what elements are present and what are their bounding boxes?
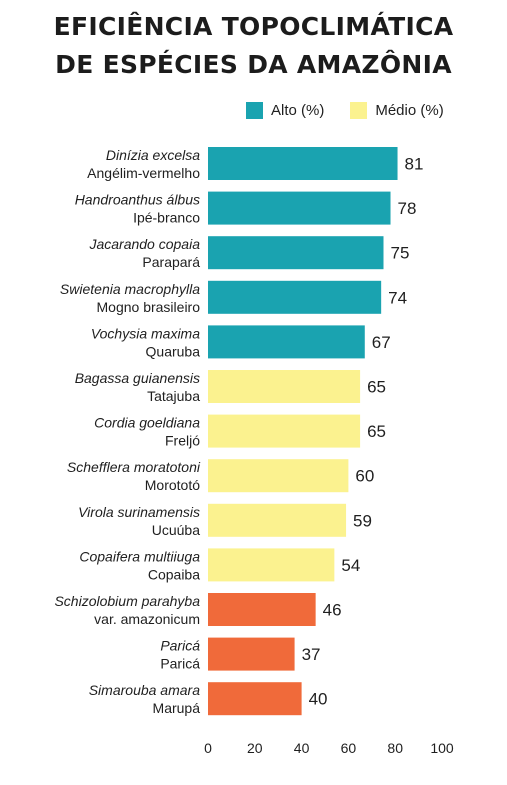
chart-title-line-2: DE ESPÉCIES DA AMAZÔNIA xyxy=(55,50,452,79)
bar-value-label-13: 40 xyxy=(309,690,328,709)
species-scientific-name-9: Virola surinamensis xyxy=(78,504,200,520)
bar-4 xyxy=(208,280,382,314)
bar-value-label-12: 37 xyxy=(302,645,321,664)
x-tick-label-4: 60 xyxy=(341,740,357,756)
chart-title: EFICIÊNCIA TOPOCLIMÁTICA DE ESPÉCIES DA … xyxy=(0,8,507,84)
x-tick-label-5: 80 xyxy=(387,740,403,756)
x-tick-label-2: 20 xyxy=(247,740,263,756)
legend-item-alto: Alto (%) xyxy=(246,102,324,119)
species-scientific-name-1: Dinízia excelsa xyxy=(106,147,200,163)
bar-value-label-7: 65 xyxy=(367,422,386,441)
species-scientific-name-2: Handroanthus álbus xyxy=(75,192,200,208)
species-scientific-name-5: Vochysia maxima xyxy=(91,325,200,341)
species-common-name-8: Morototó xyxy=(145,477,200,493)
bar-value-label-9: 59 xyxy=(353,511,372,530)
bar-11 xyxy=(208,593,316,626)
bar-2 xyxy=(208,191,391,225)
legend-swatch-medio xyxy=(350,102,368,119)
species-common-name-6: Tatajuba xyxy=(147,388,200,404)
bar-9 xyxy=(208,503,347,537)
legend-item-medio: Médio (%) xyxy=(350,102,444,119)
bar-value-label-11: 46 xyxy=(323,601,342,620)
species-common-name-2: Ipé-branco xyxy=(133,210,200,226)
species-common-name-3: Parapará xyxy=(142,254,200,270)
species-common-name-9: Ucuúba xyxy=(152,522,200,538)
species-common-name-5: Quaruba xyxy=(146,343,201,359)
species-scientific-name-11: Schizolobium parahyba xyxy=(54,593,200,609)
bar-value-label-1: 81 xyxy=(405,155,424,174)
chart-legend: Alto (%) Médio (%) xyxy=(246,102,470,119)
bar-value-label-8: 60 xyxy=(355,467,374,486)
species-scientific-name-3: Jacarando copaia xyxy=(88,236,200,252)
x-tick-label-1: 0 xyxy=(204,740,212,756)
bar-7 xyxy=(208,414,361,448)
legend-swatch-alto xyxy=(246,102,263,119)
x-tick-label-3: 40 xyxy=(294,740,310,756)
species-common-name-1: Angélim-vermelho xyxy=(87,165,200,181)
bar-value-label-10: 54 xyxy=(341,556,360,575)
bar-1 xyxy=(208,147,398,180)
bar-value-label-4: 74 xyxy=(388,288,407,307)
species-scientific-name-4: Swietenia macrophylla xyxy=(60,281,200,297)
bar-3 xyxy=(208,236,384,270)
species-common-name-10: Copaiba xyxy=(148,566,200,582)
x-tick-label-6: 100 xyxy=(430,740,454,756)
bar-value-label-3: 75 xyxy=(391,244,410,263)
bar-12 xyxy=(208,637,295,671)
species-common-name-12: Paricá xyxy=(160,656,200,672)
species-scientific-name-12: Paricá xyxy=(160,638,200,654)
bar-value-label-2: 78 xyxy=(398,199,417,218)
species-scientific-name-6: Bagassa guianensis xyxy=(75,370,200,386)
species-scientific-name-7: Cordia goeldiana xyxy=(94,415,200,431)
species-common-name-4: Mogno brasileiro xyxy=(97,299,201,315)
species-scientific-name-8: Schefflera moratotoni xyxy=(67,459,201,475)
legend-label-medio: Médio (%) xyxy=(375,102,444,119)
species-scientific-name-10: Copaifera multiiuga xyxy=(79,548,200,564)
bar-8 xyxy=(208,459,349,493)
chart-title-line-1: EFICIÊNCIA TOPOCLIMÁTICA xyxy=(53,12,454,41)
bar-6 xyxy=(208,370,361,403)
species-common-name-7: Freljó xyxy=(165,433,200,449)
bar-value-label-6: 65 xyxy=(367,378,386,397)
species-common-name-13: Marupá xyxy=(153,700,201,716)
species-common-name-11: var. amazonicum xyxy=(94,611,200,627)
bar-5 xyxy=(208,325,365,359)
bar-value-label-5: 67 xyxy=(372,333,391,352)
species-scientific-name-13: Simarouba amara xyxy=(89,682,200,698)
legend-label-alto: Alto (%) xyxy=(271,102,325,119)
bar-13 xyxy=(208,682,302,716)
bar-10 xyxy=(208,548,335,582)
